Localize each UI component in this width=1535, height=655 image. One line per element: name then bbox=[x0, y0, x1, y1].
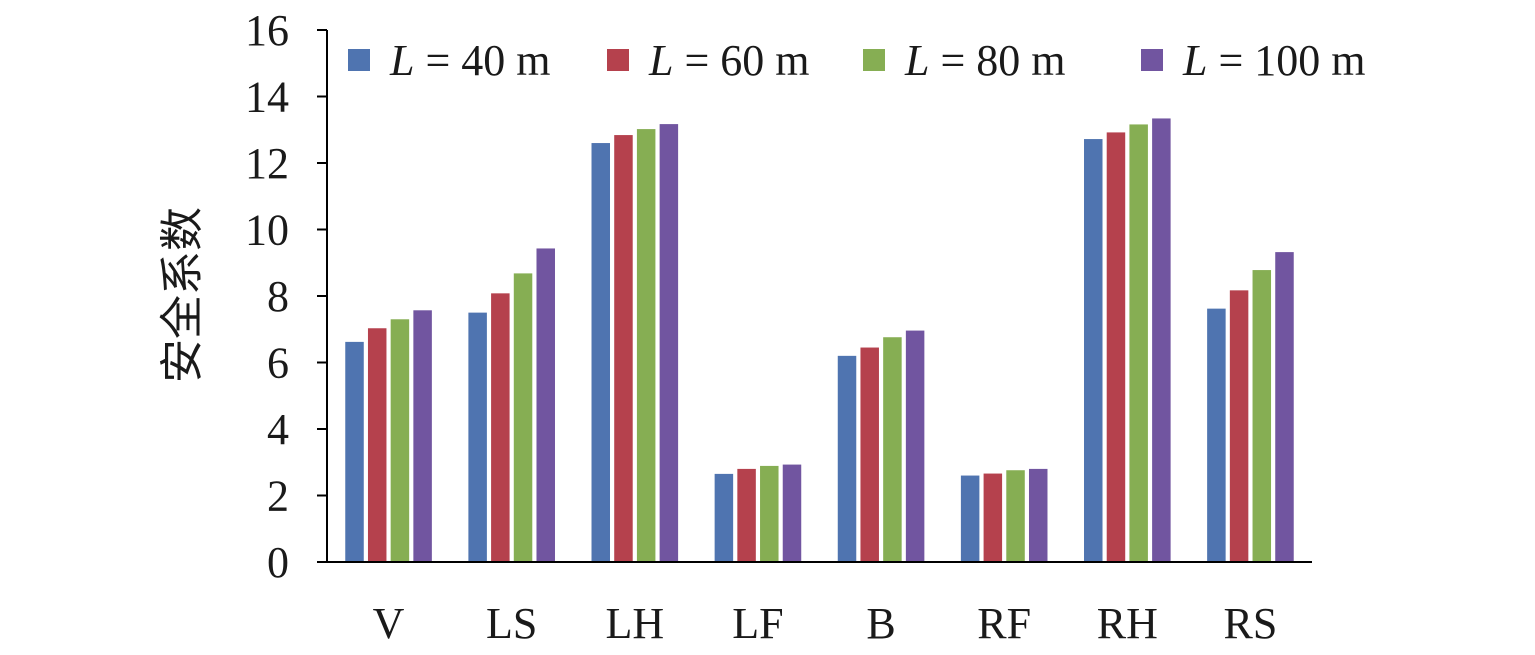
bar-ls-series-1 bbox=[468, 312, 487, 562]
bar-rs-series-3 bbox=[1252, 270, 1272, 562]
y-axis-label-group: 安全系数 bbox=[158, 207, 207, 383]
bar-rs-series-2 bbox=[1229, 290, 1249, 562]
bar-rf-series-3 bbox=[1006, 470, 1025, 562]
legend-swatch bbox=[348, 49, 370, 71]
bar-rs-series-4 bbox=[1275, 252, 1294, 563]
y-tick-label: 0 bbox=[267, 538, 289, 587]
legend-label-value: = 80 m bbox=[929, 36, 1065, 85]
x-category-labels: V LS LH LF B RF RH RS bbox=[373, 599, 1278, 648]
y-tick-label: 10 bbox=[245, 206, 289, 255]
bar-rf-series-1 bbox=[960, 475, 980, 562]
y-ticks: 0 2 4 6 8 10 12 14 16 bbox=[245, 6, 327, 587]
x-category-label: LF bbox=[732, 599, 783, 648]
bar-b-series-4 bbox=[905, 330, 925, 562]
x-category-label: LH bbox=[605, 599, 664, 648]
x-category-label: RF bbox=[977, 599, 1031, 648]
legend-label-variable: L bbox=[904, 36, 929, 85]
legend-label: L = 100 m bbox=[1182, 36, 1366, 85]
bars bbox=[345, 118, 1294, 563]
y-tick-label: 4 bbox=[267, 405, 289, 454]
x-category-label: RS bbox=[1224, 599, 1278, 648]
bar-ls-series-3 bbox=[513, 273, 533, 562]
legend-label-value: = 100 m bbox=[1207, 36, 1365, 85]
y-tick-label: 6 bbox=[267, 339, 289, 388]
bar-rh-series-2 bbox=[1106, 132, 1126, 562]
bar-v-series-1 bbox=[345, 341, 364, 562]
legend-swatch bbox=[863, 49, 885, 71]
bar-lf-series-4 bbox=[782, 464, 802, 562]
bar-lh-series-4 bbox=[659, 124, 679, 562]
bar-lh-series-1 bbox=[591, 143, 611, 563]
legend-label-value: = 60 m bbox=[673, 36, 809, 85]
bar-ls-series-2 bbox=[491, 293, 510, 562]
y-axis-label: 安全系数 bbox=[158, 207, 207, 383]
y-tick-label: 12 bbox=[245, 139, 289, 188]
bar-ls-series-4 bbox=[536, 248, 555, 562]
bar-rh-series-3 bbox=[1129, 124, 1148, 563]
bar-rs-series-1 bbox=[1207, 308, 1226, 562]
bar-rf-series-4 bbox=[1028, 468, 1048, 562]
x-category-label: RH bbox=[1097, 599, 1158, 648]
bar-b-series-1 bbox=[837, 355, 857, 562]
y-tick-label: 2 bbox=[267, 472, 289, 521]
bar-lf-series-2 bbox=[737, 468, 756, 562]
bar-b-series-3 bbox=[883, 337, 902, 562]
bar-lf-series-3 bbox=[760, 465, 779, 562]
bar-lh-series-3 bbox=[636, 129, 656, 562]
bar-b-series-2 bbox=[860, 347, 879, 562]
bar-lf-series-1 bbox=[714, 473, 734, 562]
x-category-label: V bbox=[373, 599, 405, 648]
legend-label-variable: L bbox=[389, 36, 414, 85]
legend-swatch bbox=[607, 49, 629, 71]
legend-label-value: = 40 m bbox=[414, 36, 550, 85]
y-tick-label: 16 bbox=[245, 6, 289, 55]
bar-v-series-3 bbox=[390, 319, 410, 562]
bar-v-series-4 bbox=[413, 310, 432, 562]
legend-swatch bbox=[1141, 49, 1163, 71]
legend-label: L = 80 m bbox=[904, 36, 1066, 85]
x-category-label: LS bbox=[486, 599, 537, 648]
legend-label: L = 40 m bbox=[389, 36, 551, 85]
bar-rh-series-4 bbox=[1152, 118, 1171, 562]
bar-lh-series-2 bbox=[614, 135, 633, 562]
y-tick-label: 8 bbox=[267, 272, 289, 321]
x-category-label: B bbox=[866, 599, 895, 648]
bar-v-series-2 bbox=[367, 328, 387, 562]
bar-rh-series-1 bbox=[1084, 139, 1103, 562]
y-tick-label: 14 bbox=[245, 73, 289, 122]
legend-label-variable: L bbox=[1182, 36, 1207, 85]
bar-rf-series-2 bbox=[983, 473, 1003, 562]
legend-label: L = 60 m bbox=[648, 36, 810, 85]
legend-label-variable: L bbox=[648, 36, 673, 85]
